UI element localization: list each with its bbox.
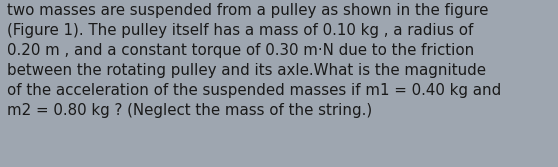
Text: two masses are suspended from a pulley as shown in the figure
(Figure 1). The pu: two masses are suspended from a pulley a… bbox=[7, 3, 501, 118]
